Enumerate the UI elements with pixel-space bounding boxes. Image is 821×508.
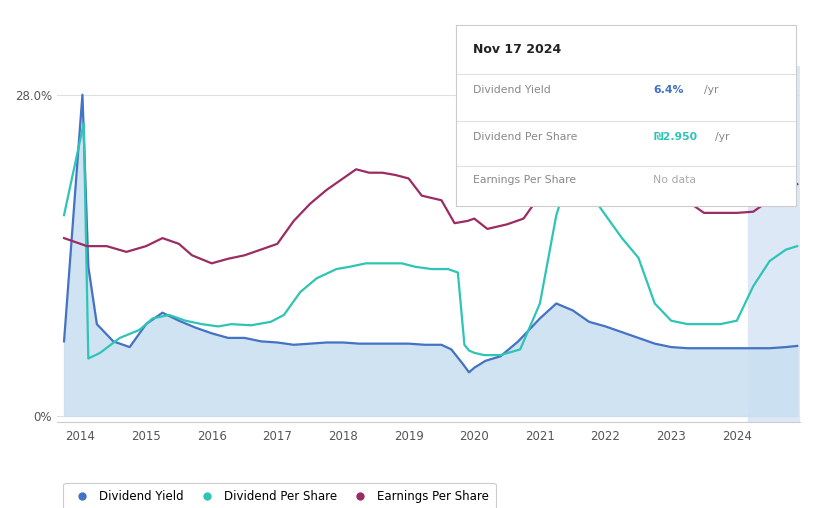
Text: /yr: /yr: [714, 132, 729, 142]
Text: Dividend Yield: Dividend Yield: [473, 85, 550, 95]
Text: No data: No data: [654, 175, 696, 185]
Bar: [748, 66, 800, 422]
Text: /yr: /yr: [704, 85, 719, 95]
Text: 6.4%: 6.4%: [654, 85, 684, 95]
Text: Dividend Per Share: Dividend Per Share: [473, 132, 577, 142]
Text: Past: Past: [762, 81, 787, 94]
Text: Earnings Per Share: Earnings Per Share: [473, 175, 576, 185]
Text: ₪2.950: ₪2.950: [654, 132, 697, 142]
Legend: Dividend Yield, Dividend Per Share, Earnings Per Share: Dividend Yield, Dividend Per Share, Earn…: [63, 483, 496, 508]
Text: Nov 17 2024: Nov 17 2024: [473, 44, 561, 56]
